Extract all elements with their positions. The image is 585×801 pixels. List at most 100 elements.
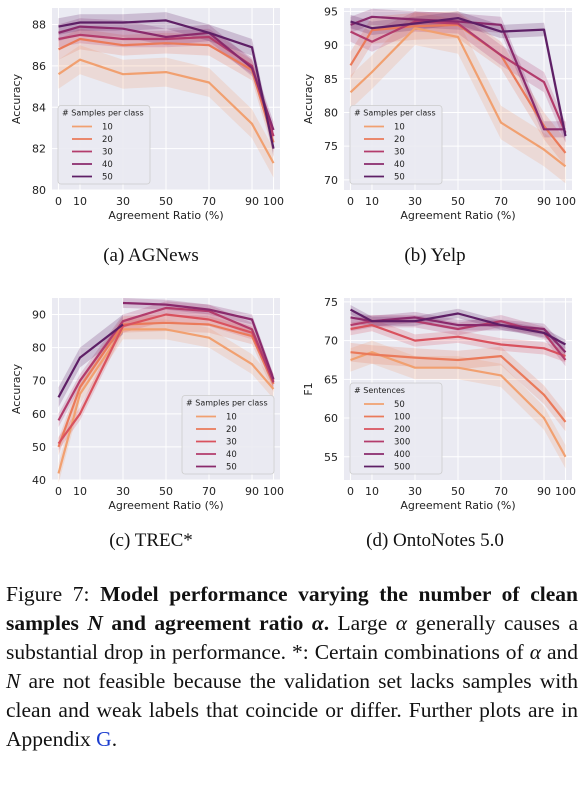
x-tick-label: 0 — [55, 195, 62, 208]
series-line — [58, 25, 275, 131]
y-tick-label: 65 — [324, 373, 338, 386]
x-tick-label: 0 — [55, 485, 62, 498]
caption-footnote: *: Certain combinations of α and N are n… — [6, 640, 579, 751]
x-tick-label: 90 — [245, 485, 259, 498]
legend-title: # Samples per class — [62, 109, 144, 118]
y-tick-label: 84 — [32, 101, 46, 114]
series-line — [57, 321, 275, 448]
x-tick-label: 70 — [202, 485, 216, 498]
x-tick-label: 70 — [202, 195, 216, 208]
y-tick-label: 70 — [324, 174, 338, 187]
x-tick-label: 100 — [555, 485, 576, 498]
series-line — [349, 23, 567, 154]
y-axis-label: Accuracy — [10, 363, 23, 414]
legend-label: 500 — [394, 463, 410, 473]
legend-label: 30 — [226, 438, 237, 448]
caption-sentence-1: Large α generally causes a substantial d… — [6, 611, 579, 664]
confidence-band — [58, 18, 274, 139]
x-tick-label: 10 — [365, 485, 379, 498]
y-tick-label: 90 — [324, 39, 338, 52]
chart-panel-agnews: 80 82 84 86 88 0 10 30 50 70 90 100 Agreement Ratio … — [0, 0, 290, 232]
subcaption-agnews: (a) AGNews — [103, 245, 199, 266]
series-line — [57, 58, 275, 164]
x-axis-label: Agreement Ratio (%) — [400, 499, 515, 512]
y-tick-label: 80 — [32, 342, 46, 355]
chart-panel-yelp: 70 75 80 85 90 95 0 10 30 50 70 90 100 Agreement Rati… — [292, 0, 582, 232]
x-tick-label: 50 — [159, 195, 173, 208]
y-tick-label: 88 — [32, 19, 46, 32]
y-axis-label: Accuracy — [10, 73, 23, 124]
figure-label: Figure 7: — [6, 582, 90, 606]
x-axis-label: Agreement Ratio (%) — [108, 499, 223, 512]
y-tick-label: 60 — [324, 412, 338, 425]
confidence-band — [350, 11, 566, 143]
series-line — [57, 313, 275, 445]
confidence-band — [350, 318, 566, 363]
legend-label: 10 — [226, 413, 237, 423]
x-tick-label: 100 — [263, 485, 284, 498]
legend-label: 40 — [226, 450, 237, 460]
y-tick-label: 80 — [32, 184, 46, 197]
legend-title: # Samples per class — [354, 109, 436, 118]
y-axis-label: Accuracy — [302, 73, 315, 124]
y-tick-label: 75 — [324, 296, 338, 309]
x-tick-label: 90 — [537, 195, 551, 208]
subcaption-yelp: (b) Yelp — [404, 245, 466, 266]
legend-label: 50 — [226, 463, 237, 473]
chart-panel-trec: 40 50 60 70 80 90 0 10 30 50 70 90 100 Agreement Rati… — [0, 290, 290, 522]
x-tick-label: 100 — [555, 195, 576, 208]
y-tick-label: 75 — [324, 140, 338, 153]
confidence-band — [350, 11, 566, 184]
y-tick-label: 40 — [32, 474, 46, 487]
appendix-link[interactable]: G — [96, 727, 112, 751]
legend-label: 20 — [394, 135, 405, 145]
x-tick-label: 10 — [73, 195, 87, 208]
x-tick-label: 30 — [116, 485, 130, 498]
series-line — [350, 323, 566, 358]
series-line — [58, 19, 275, 149]
legend-label: 50 — [394, 173, 405, 183]
legend-label: 40 — [394, 160, 405, 170]
y-tick-label: 86 — [32, 60, 46, 73]
series-line — [350, 20, 567, 134]
x-tick-label: 50 — [451, 195, 465, 208]
y-tick-label: 50 — [32, 441, 46, 454]
series-line — [57, 306, 275, 421]
x-tick-label: 30 — [116, 195, 130, 208]
legend-label: 50 — [102, 173, 113, 183]
chart-panel-ontonotes: 55 60 65 70 75 0 10 30 50 70 90 100 Agreement Ratio … — [292, 290, 582, 522]
figure-title: Model performance varying the number of … — [6, 582, 578, 635]
series-line — [349, 308, 567, 346]
y-tick-label: 90 — [32, 309, 46, 322]
y-tick-label: 70 — [324, 335, 338, 348]
series-line — [58, 33, 275, 137]
x-tick-label: 90 — [245, 195, 259, 208]
legend-label: 20 — [102, 135, 113, 145]
legend-label: 20 — [226, 425, 237, 435]
legend-box — [349, 382, 443, 475]
chart-trec: 40 50 60 70 80 90 0 10 30 50 70 90 100 Agreement Rati… — [10, 298, 284, 512]
chart-ontonotes: 55 60 65 70 75 0 10 30 50 70 90 100 Agreement Ratio … — [302, 296, 576, 512]
x-tick-label: 0 — [347, 485, 354, 498]
legend-label: 400 — [394, 450, 410, 460]
y-tick-label: 55 — [324, 451, 338, 464]
subcaption-ontonotes: (d) OntoNotes 5.0 — [366, 530, 504, 551]
series-line — [350, 17, 567, 137]
chart-agnews: 80 82 84 86 88 0 10 30 50 70 90 100 Agreement Ratio … — [10, 8, 284, 222]
x-tick-label: 100 — [263, 195, 284, 208]
confidence-band — [123, 298, 274, 384]
legend-label: 50 — [394, 400, 405, 410]
legend-label: 30 — [394, 148, 405, 158]
x-tick-label: 10 — [73, 485, 87, 498]
x-axis-label: Agreement Ratio (%) — [400, 209, 515, 222]
confidence-band — [58, 45, 274, 178]
confidence-band — [58, 28, 274, 153]
y-tick-label: 85 — [324, 73, 338, 86]
legend-title: # Samples per class — [186, 399, 268, 408]
confidence-band — [58, 307, 274, 451]
legend-label: 10 — [394, 123, 405, 133]
x-tick-label: 90 — [537, 485, 551, 498]
x-tick-label: 0 — [347, 195, 354, 208]
legend-title: # Sentences — [354, 386, 405, 395]
x-tick-label: 30 — [408, 485, 422, 498]
